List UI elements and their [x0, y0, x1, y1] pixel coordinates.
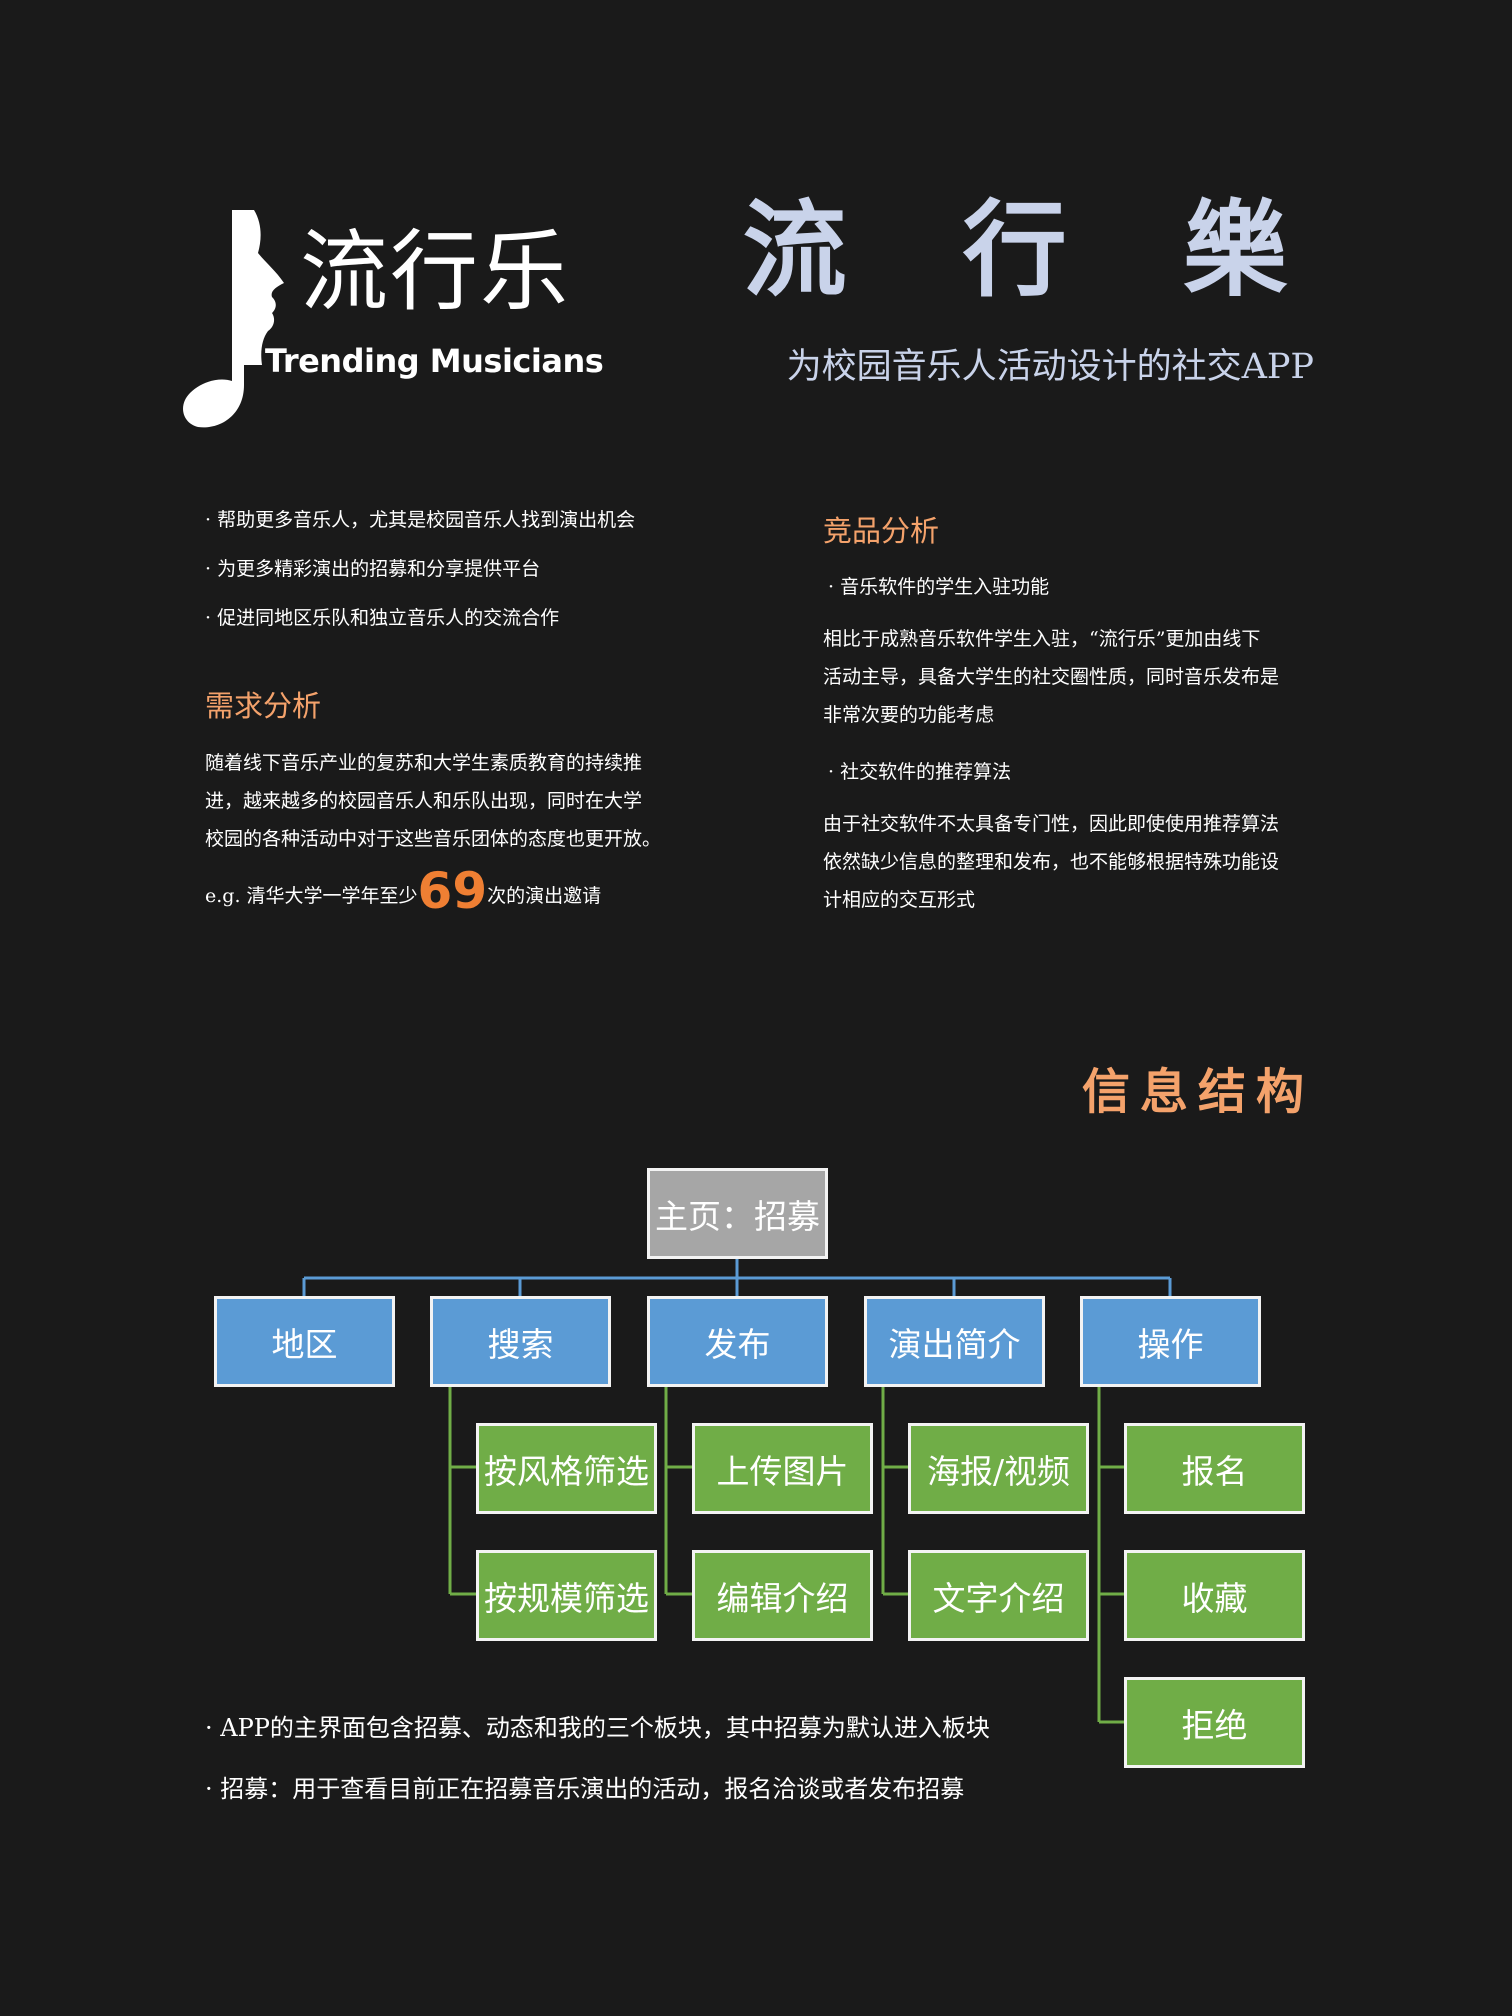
competitor-item-text: 相比于成熟音乐软件学生入驻，“流行乐”更加由线下 活动主导，具备大学生的社交圈性…: [823, 620, 1279, 734]
bottom-note: · 招募：用于查看目前正在招募音乐演出的活动，报名洽谈或者发布招募: [205, 1775, 965, 1803]
ia-node-reject: 拒绝: [1124, 1677, 1305, 1768]
ia-node-text-intro: 文字介绍: [908, 1550, 1089, 1641]
competitor-heading: 竞品分析: [823, 514, 940, 548]
needs-line: 随着线下音乐产业的复苏和大学生素质教育的持续推: [205, 752, 643, 774]
ia-title: 信息结构: [1081, 1064, 1314, 1120]
ia-node-region: 地区: [214, 1296, 395, 1387]
competitor-line: 非常次要的功能考虑: [823, 704, 995, 726]
competitor-line: 计相应的交互形式: [823, 889, 976, 911]
needs-paragraph: 随着线下音乐产业的复苏和大学生素质教育的持续推 进，越来越多的校园音乐人和乐队出…: [205, 744, 661, 858]
competitor-item-title: · 社交软件的推荐算法: [828, 761, 1012, 783]
competitor-item-title: · 音乐软件的学生入驻功能: [828, 576, 1050, 598]
competitor-line: 相比于成熟音乐软件学生入驻，“流行乐”更加由线下: [823, 628, 1261, 650]
ia-node-filter-scale: 按规模筛选: [476, 1550, 657, 1641]
example-number: 69: [417, 862, 488, 920]
competitor-line: 依然缺少信息的整理和发布，也不能够根据特殊功能设: [823, 851, 1280, 873]
ia-root-node: 主页：招募: [647, 1168, 828, 1259]
ia-node-favorite: 收藏: [1124, 1550, 1305, 1641]
competitor-line: 由于社交软件不太具备专门性，因此即使使用推荐算法: [823, 813, 1280, 835]
bottom-note: · APP的主界面包含招募、动态和我的三个板块，其中招募为默认进入板块: [205, 1714, 990, 1742]
logo-chinese-text: 流行乐: [300, 220, 571, 323]
ia-node-publish: 发布: [647, 1296, 828, 1387]
logo-english-text: Trending Musicians: [265, 342, 604, 380]
needs-heading: 需求分析: [205, 689, 322, 723]
music-note-face-logo-icon: [183, 210, 284, 428]
ia-node-action: 操作: [1080, 1296, 1261, 1387]
ia-node-poster-video: 海报/视频: [908, 1423, 1089, 1514]
needs-line: 校园的各种活动中对于这些音乐团体的态度也更开放。: [205, 828, 662, 850]
ia-node-search: 搜索: [430, 1296, 611, 1387]
blue-connectors: [302, 1258, 1172, 1298]
example-suffix: 次的演出邀请: [487, 885, 602, 907]
competitor-item-text: 由于社交软件不太具备专门性，因此即使使用推荐算法 依然缺少信息的整理和发布，也不…: [823, 805, 1279, 919]
goal-item: · 促进同地区乐队和独立音乐人的交流合作: [205, 607, 560, 629]
competitor-line: 活动主导，具备大学生的社交圈性质，同时音乐发布是: [823, 666, 1280, 688]
ia-node-signup: 报名: [1124, 1423, 1305, 1514]
ia-node-show-intro: 演出简介: [864, 1296, 1045, 1387]
page-subtitle: 为校园音乐人活动设计的社交APP: [786, 347, 1314, 387]
ia-node-edit-intro: 编辑介绍: [692, 1550, 873, 1641]
ia-node-upload-image: 上传图片: [692, 1423, 873, 1514]
ia-node-filter-style: 按风格筛选: [476, 1423, 657, 1514]
page-title: 流 行 樂: [742, 188, 1327, 311]
goal-item: · 为更多精彩演出的招募和分享提供平台: [205, 558, 541, 580]
example-prefix: e.g. 清华大学一学年至少: [205, 885, 418, 907]
green-connectors: [448, 1386, 1126, 1724]
needs-line: 进，越来越多的校园音乐人和乐队出现，同时在大学: [205, 790, 643, 812]
goal-item: · 帮助更多音乐人，尤其是校园音乐人找到演出机会: [205, 509, 636, 531]
needs-example: e.g. 清华大学一学年至少69次的演出邀请: [205, 866, 602, 916]
